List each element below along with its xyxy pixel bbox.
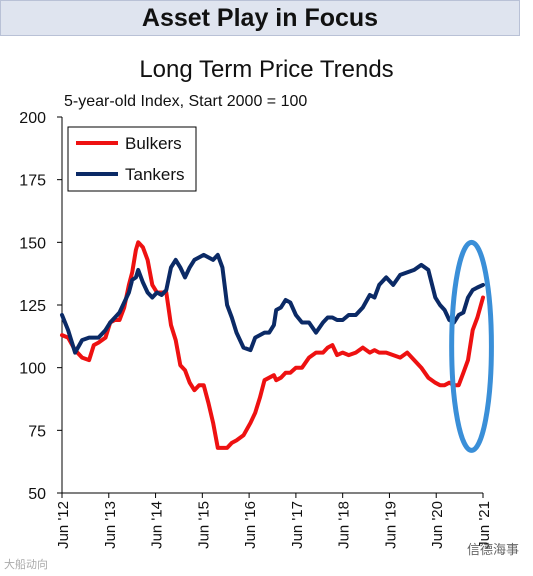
chart-title: Long Term Price Trends (139, 56, 394, 83)
x-tick-label: Jun '17 (289, 501, 306, 549)
x-tick-label: Jun '14 (149, 501, 166, 549)
banner-title: Asset Play in Focus (141, 3, 379, 32)
legend-label-bulkers: Bulkers (125, 134, 182, 153)
y-tick-label: 100 (19, 361, 46, 378)
x-tick-label: Jun '21 (476, 501, 493, 549)
highlight-ellipse (449, 239, 494, 453)
watermark-left: 大船动向 (4, 559, 48, 571)
y-tick-label: 125 (19, 298, 46, 315)
series-line-tankers (60, 252, 485, 355)
x-tick-label: Jun '12 (55, 501, 72, 549)
series-line-bulkers (60, 240, 485, 450)
legend-box (67, 126, 197, 192)
y-tick-label: 50 (28, 486, 46, 503)
watermark-right: 信德海事 (466, 542, 519, 557)
y-tick-label: 150 (19, 235, 46, 252)
y-tick-label: 200 (19, 110, 46, 127)
chart-subtitle: 5-year-old Index, Start 2000 = 100 (64, 93, 308, 110)
y-tick-label: 75 (28, 423, 46, 440)
x-tick-label: Jun '15 (195, 501, 212, 549)
x-tick-label: Jun '13 (102, 501, 119, 549)
legend-label-tankers: Tankers (125, 165, 185, 184)
x-tick-label: Jun '19 (382, 501, 399, 549)
y-tick-label: 175 (19, 173, 46, 190)
x-tick-label: Jun '16 (242, 501, 259, 549)
x-tick-label: Jun '18 (336, 501, 353, 549)
banner: Asset Play in Focus (0, 0, 520, 36)
x-tick-label: Jun '20 (429, 501, 446, 549)
